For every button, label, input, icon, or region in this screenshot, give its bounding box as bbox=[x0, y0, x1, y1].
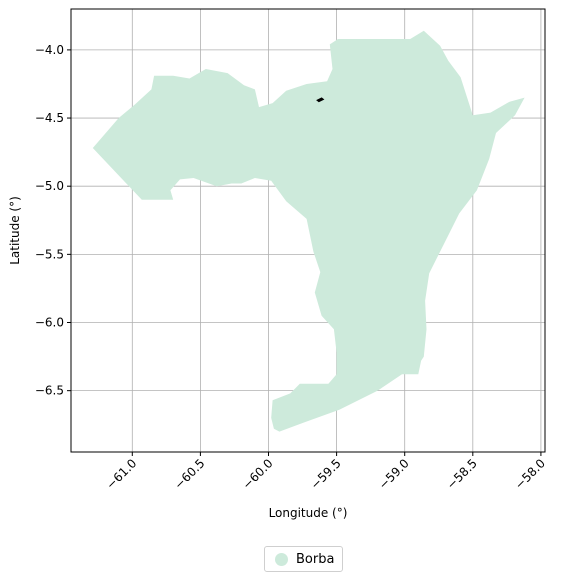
y-tick-label: −5.5 bbox=[35, 247, 64, 261]
legend: Borba bbox=[264, 546, 343, 572]
y-axis-ticks: −4.0 −4.5 −5.0 −5.5 −6.0 −6.5 bbox=[35, 43, 71, 398]
x-tick-label: −60.5 bbox=[172, 456, 208, 492]
x-axis-label: Longitude (°) bbox=[269, 506, 348, 520]
y-axis-label: Latitude (°) bbox=[8, 196, 22, 265]
legend-label: Borba bbox=[296, 552, 334, 567]
y-tick-label: −4.5 bbox=[35, 111, 64, 125]
x-tick-label: −61.0 bbox=[104, 456, 140, 492]
x-tick-label: −58.0 bbox=[512, 456, 548, 492]
x-tick-label: −58.5 bbox=[444, 456, 480, 492]
x-axis-ticks: −61.0 −60.5 −60.0 −59.5 −59.0 −58.5 −58.0 bbox=[104, 452, 549, 492]
x-tick-label: −60.0 bbox=[240, 456, 276, 492]
y-tick-label: −6.0 bbox=[35, 316, 64, 330]
region-borba bbox=[93, 31, 525, 432]
x-tick-label: −59.0 bbox=[376, 456, 412, 492]
y-tick-label: −5.0 bbox=[35, 179, 64, 193]
legend-marker-icon bbox=[275, 553, 288, 566]
x-tick-label: −59.5 bbox=[308, 456, 344, 492]
y-tick-label: −6.5 bbox=[35, 384, 64, 398]
y-tick-label: −4.0 bbox=[35, 43, 64, 57]
